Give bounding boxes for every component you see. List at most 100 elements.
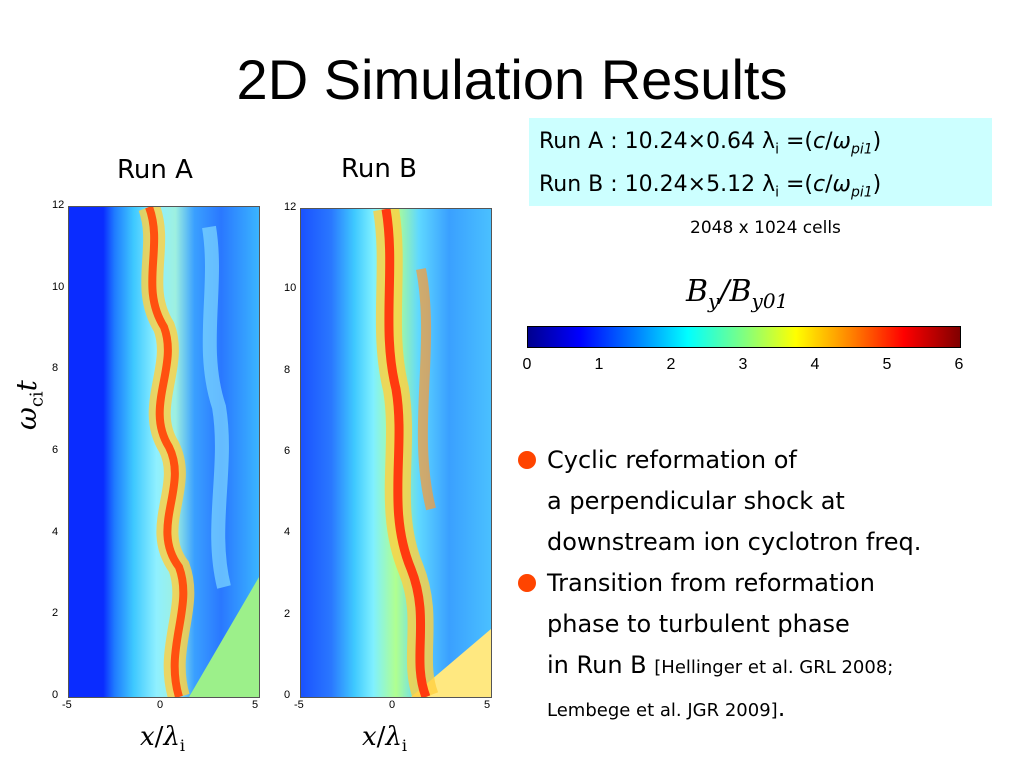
run-parameters-box: Run A : 10.24×0.64 λi =(c/ωpi1) Run B : …	[529, 118, 992, 206]
run-b-label: Run B	[341, 154, 417, 184]
x-var: x	[362, 722, 377, 752]
c-symbol: c	[812, 129, 826, 154]
bullet-2-line-4: Lembege et al. JGR 2009].	[547, 688, 1015, 731]
bullet-2-line-2: phase to turbulent phase	[547, 610, 850, 638]
colorbar	[527, 326, 961, 348]
y-tick-label: 2	[52, 607, 59, 620]
x-tick-label: 0	[389, 699, 396, 711]
title-b: B	[686, 274, 709, 309]
run-b-params: Run B : 10.24×5.12 λi =(c/ωpi1)	[539, 167, 982, 210]
x-sub: i	[179, 736, 186, 756]
c-symbol: c	[813, 172, 826, 198]
run-a-prefix: Run A : 10.24	[539, 129, 688, 154]
y-axis-label: ωcit	[10, 380, 48, 430]
run-b-value: 5.12	[706, 172, 756, 198]
x-slash: /	[154, 722, 164, 752]
y-tick-label: 2	[284, 607, 291, 620]
colorbar-tick: 6	[954, 356, 964, 373]
bullet-1: Cyclic reformation of a perpendicular sh…	[515, 440, 1015, 563]
x-var: x	[140, 722, 155, 752]
cells-note: 2048 x 1024 cells	[690, 218, 841, 238]
title-slash: /	[719, 274, 730, 309]
lambda-symbol: λ	[762, 172, 776, 198]
x-tick-label: 5	[484, 699, 491, 711]
x-tick-label: -5	[62, 699, 72, 711]
colorbar-tick: 3	[738, 356, 748, 373]
title-sub-y01: y01	[751, 289, 789, 313]
y-tick-label: 10	[52, 280, 65, 293]
times-symbol: ×	[687, 129, 707, 154]
run-a-upstream-region	[189, 577, 259, 697]
slide-title: 2D Simulation Results	[236, 48, 788, 111]
sub-i: i	[775, 141, 779, 158]
bullet-1-line-3: downstream ion cyclotron freq.	[547, 528, 922, 556]
run-a-ripple	[202, 225, 231, 589]
bullet-2-end: .	[777, 694, 786, 722]
y-label-omega: ω	[10, 407, 43, 430]
colorbar-tick: 2	[666, 356, 676, 373]
sub-pi1: pi1	[850, 184, 873, 201]
title-b2: B	[729, 274, 752, 309]
omega-symbol: ω	[832, 172, 851, 198]
y-tick-label: 0	[52, 689, 59, 701]
run-b-prefix: Run B : 10.24	[539, 172, 688, 198]
lambda-symbol: λ	[762, 129, 776, 154]
y-tick-label: 0	[284, 689, 291, 701]
run-a-panel	[68, 206, 260, 698]
bullet-2: Transition from reformation phase to tur…	[515, 563, 1015, 731]
y-tick-label: 10	[284, 282, 297, 295]
colorbar-tick: 4	[810, 356, 820, 373]
run-b-shock-core	[381, 209, 431, 697]
x-lambda: λ	[385, 722, 402, 752]
bullet-2-line-1: Transition from reformation	[547, 569, 875, 597]
x-tick-label: -5	[294, 699, 304, 711]
x-sub: i	[401, 736, 408, 756]
x-tick-label: 0	[157, 699, 164, 711]
y-tick-label: 8	[52, 362, 59, 375]
colorbar-tick: 1	[594, 356, 604, 373]
run-a-x-label: x/λi	[140, 722, 185, 755]
times-symbol: ×	[687, 172, 707, 198]
omega-symbol: ω	[832, 129, 851, 154]
bullet-dot-icon	[518, 451, 536, 469]
x-slash: /	[376, 722, 386, 752]
title-sub-y: y	[708, 289, 720, 313]
run-a-label: Run A	[117, 155, 193, 185]
close-paren: )	[872, 129, 882, 154]
y-tick-label: 8	[284, 363, 291, 376]
y-tick-label: 6	[52, 444, 59, 456]
bullet-1-line-1: Cyclic reformation of	[547, 446, 797, 474]
bullet-2-run-b: in Run B	[547, 651, 647, 679]
eq-symbol: =(	[778, 129, 813, 154]
colorbar-tick: 0	[522, 356, 532, 373]
slash-symbol: /	[825, 172, 833, 198]
sub-i: i	[775, 184, 779, 201]
y-tick-label: 12	[284, 201, 297, 213]
run-b-panel	[300, 208, 492, 698]
bullet-2-line-3: in Run B [Hellinger et al. GRL 2008;	[547, 645, 1015, 688]
y-tick-label: 4	[52, 525, 59, 538]
y-label-sub: ci	[26, 391, 48, 408]
x-tick-label: 5	[252, 699, 259, 711]
colorbar-title: By/By01	[686, 274, 788, 313]
bullet-list: Cyclic reformation of a perpendicular sh…	[515, 440, 1015, 731]
run-a-value: 0.64	[706, 129, 756, 154]
run-a-heatmap	[69, 207, 259, 697]
bullet-2-ref-1: [Hellinger et al. GRL 2008;	[654, 657, 894, 678]
y-tick-label: 12	[52, 199, 65, 211]
run-b-x-label: x/λi	[362, 722, 407, 755]
bullet-1-line-2: a perpendicular shock at	[547, 487, 845, 515]
close-paren: )	[872, 172, 882, 198]
run-a-shock-core	[145, 207, 188, 697]
run-b-heatmap	[301, 209, 491, 697]
sub-pi1: pi1	[850, 141, 873, 158]
run-a-params: Run A : 10.24×0.64 λi =(c/ωpi1)	[539, 124, 982, 167]
slash-symbol: /	[825, 129, 833, 154]
y-tick-label: 4	[284, 526, 291, 539]
y-tick-label: 6	[284, 445, 291, 457]
y-label-t: t	[10, 380, 43, 392]
eq-symbol: =(	[779, 172, 814, 198]
bullet-dot-icon	[518, 574, 536, 592]
colorbar-tick: 5	[882, 356, 892, 373]
bullet-2-ref-2: Lembege et al. JGR 2009]	[547, 700, 778, 721]
